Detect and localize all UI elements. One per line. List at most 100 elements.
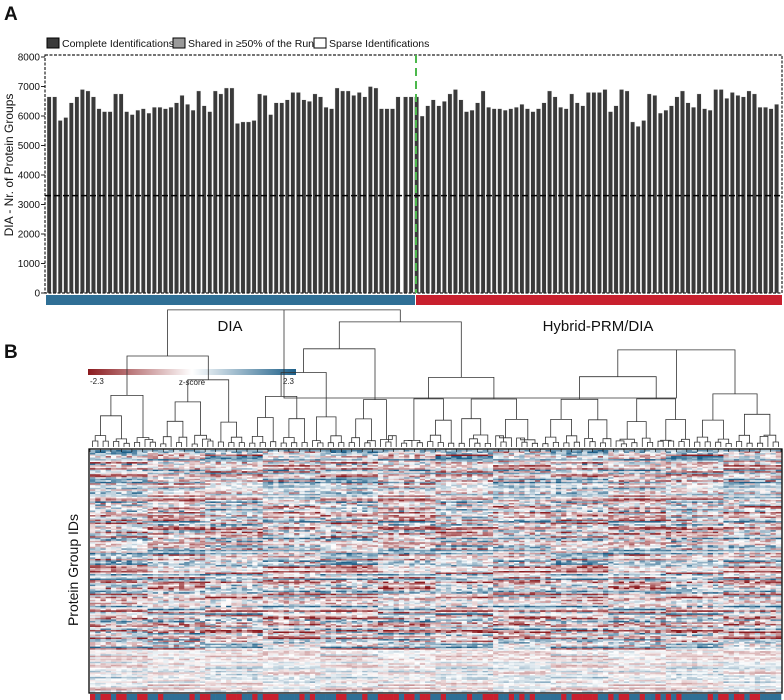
heatmap-cell xyxy=(231,495,237,498)
heatmap-cell xyxy=(393,492,400,495)
heatmap-cell xyxy=(377,472,384,475)
bar-hybrid xyxy=(585,92,591,294)
heatmap-cell xyxy=(692,475,698,478)
heatmap-cell xyxy=(733,453,740,455)
heatmap-cell xyxy=(236,478,243,481)
heatmap-cell xyxy=(503,484,510,487)
heatmap-cell xyxy=(712,454,719,457)
heatmap-cell xyxy=(341,487,347,490)
heatmap-cell xyxy=(550,472,557,475)
heatmap-cell xyxy=(451,477,457,480)
heatmap-cell xyxy=(676,457,682,460)
heatmap-cell xyxy=(215,456,222,458)
heatmap-cell xyxy=(629,495,635,498)
heatmap-cell xyxy=(634,484,640,487)
heatmap-cell xyxy=(278,481,284,484)
heatmap-cell xyxy=(618,481,625,484)
heatmap-cell xyxy=(173,480,180,483)
heatmap-cell xyxy=(247,468,253,470)
heatmap-cell xyxy=(451,490,457,493)
heatmap-cell xyxy=(498,459,504,461)
heatmap-cell xyxy=(110,468,117,470)
heatmap-cell xyxy=(362,468,368,470)
y-axis-label: DIA - Nr. of Protein Groups xyxy=(2,94,16,237)
heatmap-cell xyxy=(723,478,729,481)
heatmap-cell xyxy=(142,495,148,498)
heatmap-cell xyxy=(367,463,373,466)
heatmap-cell xyxy=(257,463,264,466)
heatmap-cell xyxy=(519,493,525,496)
heatmap-cell xyxy=(634,468,640,470)
heatmap-cell xyxy=(718,484,724,487)
heatmap-cell xyxy=(618,451,625,454)
heatmap-cell xyxy=(639,468,646,470)
heatmap-cell xyxy=(623,481,630,484)
heatmap-cell xyxy=(351,493,358,496)
heatmap-cell xyxy=(472,457,478,460)
heatmap-cell xyxy=(158,492,164,495)
heatmap-cell xyxy=(524,450,531,452)
heatmap-cell xyxy=(425,450,431,452)
heatmap-cell xyxy=(414,466,421,469)
heatmap-cell xyxy=(482,459,489,461)
heatmap-cell xyxy=(325,493,332,496)
heatmap-cell xyxy=(671,465,677,467)
heatmap-cell xyxy=(304,493,311,496)
heatmap-cell xyxy=(744,469,750,472)
heatmap-cell xyxy=(194,474,201,477)
heatmap-cell xyxy=(152,456,159,458)
heatmap-cell xyxy=(278,477,284,480)
heatmap-cell xyxy=(252,475,258,478)
heatmap-cell xyxy=(278,471,284,473)
heatmap-cell xyxy=(440,484,447,487)
heatmap-cell xyxy=(294,459,300,461)
heatmap-cell xyxy=(241,450,248,452)
heatmap-cell xyxy=(383,451,389,454)
heatmap-cell xyxy=(733,462,740,464)
heatmap-cell xyxy=(126,463,133,466)
heatmap-cell xyxy=(184,490,190,493)
heatmap-cell xyxy=(697,489,703,492)
heatmap-cell xyxy=(377,480,384,483)
dendrogram-branch xyxy=(217,441,224,447)
heatmap-cell xyxy=(765,472,771,475)
heatmap-cell xyxy=(278,463,284,466)
heatmap-cell xyxy=(116,456,122,458)
heatmap-cell xyxy=(430,459,436,461)
heatmap-cell xyxy=(718,457,724,460)
heatmap-cell xyxy=(451,480,457,483)
heatmap-cell xyxy=(325,486,332,489)
heatmap-cell xyxy=(257,478,264,481)
heatmap-cell xyxy=(430,492,436,495)
heatmap-cell xyxy=(283,483,290,486)
heatmap-cell xyxy=(697,484,703,487)
heatmap-cell xyxy=(456,471,462,473)
heatmap-cell xyxy=(267,466,274,469)
heatmap-cell xyxy=(283,460,290,463)
heatmap-cell xyxy=(90,469,96,472)
bar-dia xyxy=(356,92,362,294)
heatmap-cell xyxy=(456,465,462,467)
heatmap-cell xyxy=(372,468,379,470)
heatmap-cell xyxy=(304,465,311,467)
heatmap-cell xyxy=(404,450,410,452)
heatmap-cell xyxy=(414,469,421,472)
colorbar-title: z-score xyxy=(179,378,206,387)
heatmap-cell xyxy=(545,480,551,483)
heatmap-cell xyxy=(262,469,269,472)
heatmap-cell xyxy=(639,456,646,458)
heatmap-cell xyxy=(367,471,373,473)
heatmap-cell xyxy=(618,450,625,452)
heatmap-cell xyxy=(487,465,494,467)
heatmap-cell xyxy=(362,477,368,480)
heatmap-cell xyxy=(341,493,347,496)
heatmap-cell xyxy=(775,456,782,458)
heatmap-cell xyxy=(309,460,316,463)
heatmap-cell xyxy=(351,463,358,466)
heatmap-cell xyxy=(336,453,342,455)
heatmap-cell xyxy=(241,484,248,487)
heatmap-cell xyxy=(367,469,373,472)
heatmap-cell xyxy=(760,487,766,490)
heatmap-cell xyxy=(341,483,347,486)
heatmap-cell xyxy=(524,462,531,464)
